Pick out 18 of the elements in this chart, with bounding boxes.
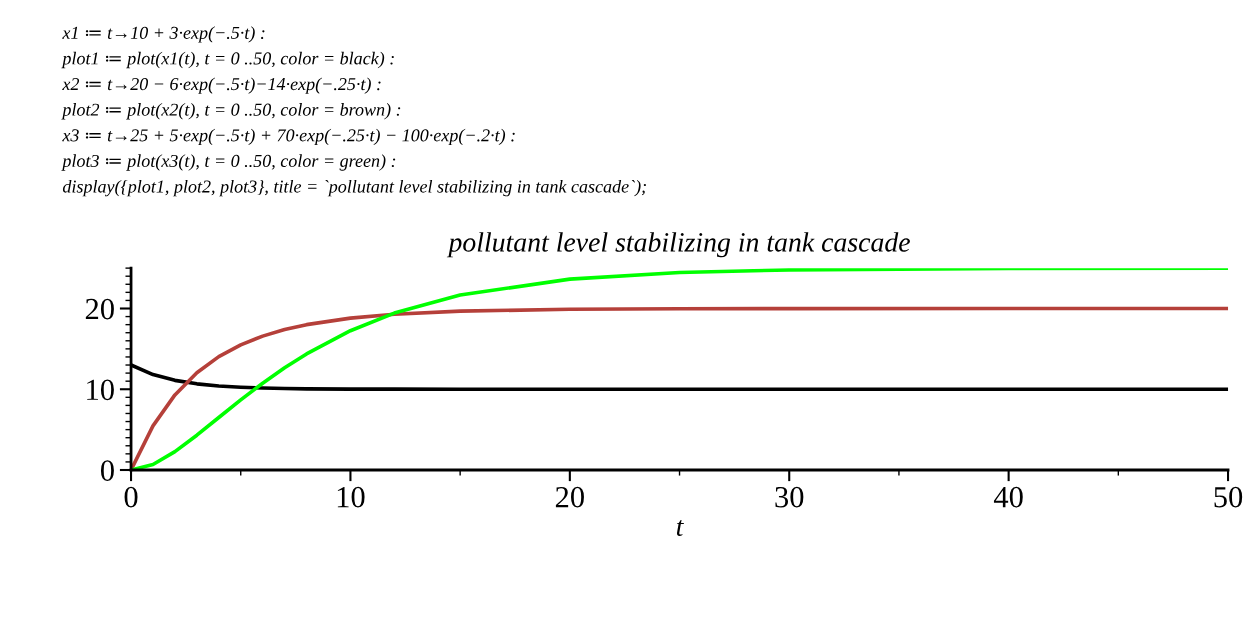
text: plot1 ≔ plot(x1(t), t = 0 ..50, color = black) :	[61, 51, 394, 69]
y-tick-label: 20	[85, 298, 114, 320]
x-tick-label: 40	[993, 486, 1023, 508]
x-tick-label: 50	[1214, 486, 1243, 508]
text: x1 ≔ t→10 + 3·exp(−.5·t) :	[62, 26, 265, 43]
text: x2 ≔ t→20 − 6·exp(−.5·t)−14·exp(−.25·t) :	[62, 77, 381, 94]
y-tick-label: 10	[87, 379, 114, 401]
text: display({plot1, plot2, plot3}, title = `pollutant level stabilizing in tank cascade`);	[62, 179, 646, 197]
text: plot3 ≔ plot(x3(t), t = 0 ..50, color = green) :	[61, 154, 396, 171]
x-tick-label: 20	[555, 486, 584, 508]
text: plot2 ≔ plot(x2(t), t = 0 ..50, color = brown) :	[61, 103, 401, 120]
x-tick-label: 10	[337, 486, 365, 508]
x-axis-title: t	[676, 520, 684, 537]
text: x3 ≔ t→25 + 5·exp(−.5·t) + 70·exp(−.25·t) − 100·exp(−.2·t) :	[62, 128, 515, 146]
x-tick-label: 30	[775, 486, 804, 508]
chart-title: pollutant level stabilizing in tank cascade	[446, 232, 910, 258]
x-tick-label: 0	[124, 486, 138, 508]
y-tick-label: 0	[100, 460, 114, 481]
